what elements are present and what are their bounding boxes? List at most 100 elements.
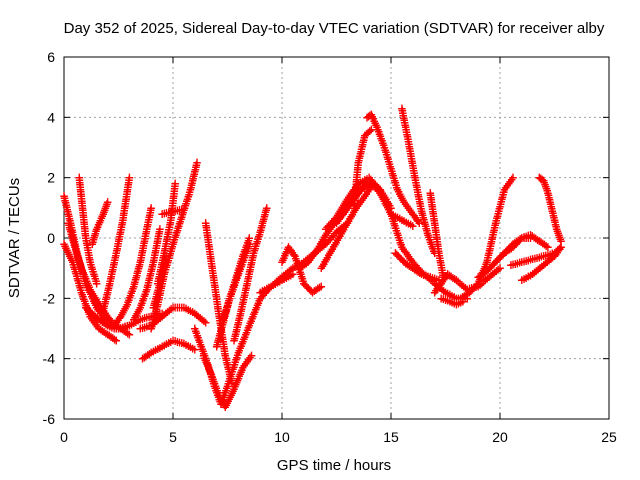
data-point: + xyxy=(400,244,410,258)
data-point: + xyxy=(157,276,167,290)
data-point: + xyxy=(83,241,93,255)
data-point: + xyxy=(297,256,307,270)
data-point: + xyxy=(525,228,535,242)
data-point: + xyxy=(123,182,133,196)
data-point: + xyxy=(310,246,320,260)
data-point: + xyxy=(357,140,367,154)
data-point: + xyxy=(339,198,349,212)
series-arc-20: ++++++++++++++++++++++++++++++++++ xyxy=(218,237,254,326)
data-point: + xyxy=(491,264,501,278)
data-point: + xyxy=(101,292,111,306)
data-point: + xyxy=(231,353,241,367)
data-point: + xyxy=(541,180,551,194)
data-point: + xyxy=(159,258,169,272)
data-point: + xyxy=(415,194,425,208)
data-point: + xyxy=(402,199,412,213)
data-point: + xyxy=(430,216,440,230)
data-point: + xyxy=(202,223,212,237)
data-point: + xyxy=(279,251,289,265)
data-point: + xyxy=(336,202,346,216)
data-point: + xyxy=(116,322,126,336)
data-point: + xyxy=(335,222,345,236)
data-point: + xyxy=(349,198,359,212)
data-point: + xyxy=(139,234,149,248)
data-point: + xyxy=(426,237,436,251)
data-point: + xyxy=(440,271,450,285)
data-point: + xyxy=(346,209,356,223)
data-point: + xyxy=(348,184,358,198)
data-point: + xyxy=(375,186,385,200)
data-point: + xyxy=(534,250,544,264)
data-point: + xyxy=(141,349,151,363)
data-point: + xyxy=(230,275,240,289)
data-point: + xyxy=(253,296,263,310)
data-point: + xyxy=(150,246,160,260)
data-point: + xyxy=(67,221,77,235)
data-point: + xyxy=(327,215,337,229)
data-point: + xyxy=(358,137,368,151)
data-point: + xyxy=(124,171,134,185)
series-arc-32: +++++++++++++++++++++++++ xyxy=(390,246,444,287)
data-point: + xyxy=(81,276,91,290)
data-point: + xyxy=(110,251,120,265)
data-point: + xyxy=(448,271,458,285)
data-point: + xyxy=(170,179,180,193)
data-point: + xyxy=(204,361,214,375)
data-point: + xyxy=(85,309,95,323)
data-point: + xyxy=(244,318,254,332)
data-point: + xyxy=(106,272,116,286)
data-point: + xyxy=(124,318,134,332)
data-point: + xyxy=(261,203,271,217)
data-point: + xyxy=(463,287,473,301)
data-point: + xyxy=(424,272,434,286)
data-point: + xyxy=(380,190,390,204)
data-point: + xyxy=(438,270,448,284)
data-point: + xyxy=(361,177,371,191)
data-point: + xyxy=(191,158,201,172)
data-point: + xyxy=(427,195,437,209)
y-tick-label: 2 xyxy=(47,170,55,186)
data-point: + xyxy=(420,269,430,283)
data-point: + xyxy=(351,182,361,196)
data-point: + xyxy=(317,234,327,248)
data-point: + xyxy=(351,190,361,204)
data-point: + xyxy=(178,205,188,219)
data-point: + xyxy=(60,191,70,205)
data-point: + xyxy=(217,325,227,339)
data-point: + xyxy=(139,291,149,305)
data-point: + xyxy=(216,318,226,332)
data-point: + xyxy=(379,141,389,155)
data-point: + xyxy=(157,255,167,269)
series-arc-35: +++++++++++ xyxy=(436,291,468,311)
data-point: + xyxy=(312,243,322,257)
data-point: + xyxy=(151,243,161,257)
data-point: + xyxy=(107,318,117,332)
data-point: + xyxy=(402,127,412,141)
data-point: + xyxy=(495,251,505,265)
data-point: + xyxy=(218,390,228,404)
data-point: + xyxy=(547,202,557,216)
data-point: + xyxy=(386,162,396,176)
data-point: + xyxy=(411,259,421,273)
series-arc-6: +++++++++++++++++++++ xyxy=(87,195,112,251)
data-point: + xyxy=(237,257,247,271)
data-point: + xyxy=(168,204,178,218)
data-point: + xyxy=(166,213,176,227)
data-point: + xyxy=(221,398,231,412)
data-point: + xyxy=(235,258,245,272)
series-arc-37: +++++++++++++++++++++++++++++++++ xyxy=(473,231,535,284)
data-point: + xyxy=(243,233,253,247)
data-point: + xyxy=(143,278,153,292)
data-point: + xyxy=(347,195,357,209)
data-point: + xyxy=(227,376,237,390)
data-point: + xyxy=(363,175,373,189)
data-point: + xyxy=(367,109,377,123)
data-point: + xyxy=(393,183,403,197)
data-point: + xyxy=(487,232,497,246)
data-point: + xyxy=(161,239,171,253)
data-point: + xyxy=(386,207,396,221)
data-point: + xyxy=(322,220,332,234)
data-point: + xyxy=(62,243,72,257)
data-point: + xyxy=(76,261,86,275)
data-point: + xyxy=(157,279,167,293)
